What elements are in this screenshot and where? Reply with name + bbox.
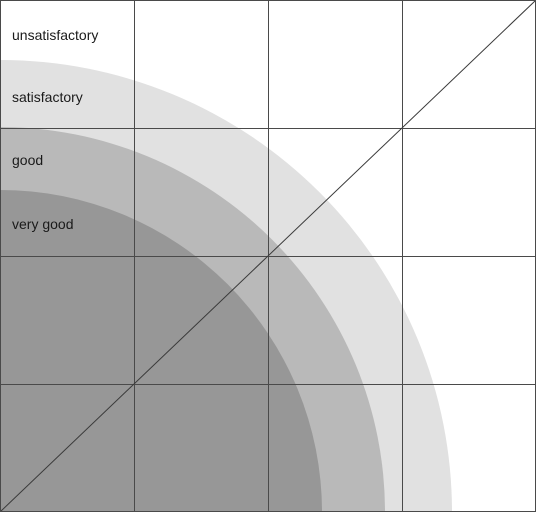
label-unsatisfactory: unsatisfactory bbox=[12, 27, 98, 43]
label-very-good: very good bbox=[12, 216, 73, 232]
label-good: good bbox=[12, 152, 43, 168]
label-satisfactory: satisfactory bbox=[12, 89, 83, 105]
zone-very-good-area bbox=[0, 190, 322, 512]
